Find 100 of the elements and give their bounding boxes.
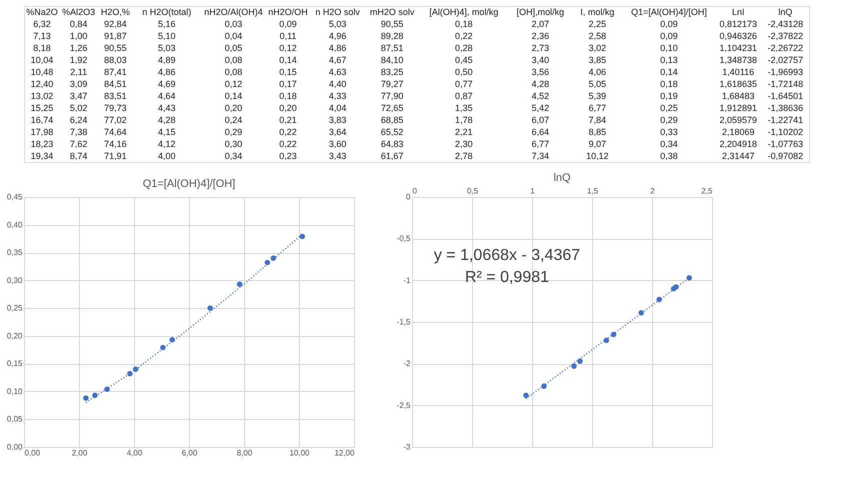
text: 4,28 [158,115,176,125]
text: 4,28 [532,79,550,89]
category-label: lnQ [778,7,792,17]
text: 79,27 [380,79,404,89]
text: 4,86 [158,67,176,77]
text: 74,16 [104,139,127,149]
text: 83,25 [380,67,404,77]
point [571,363,577,369]
text: 0,33 [660,127,678,137]
category-label: H2O,% [100,7,130,17]
text: -1,72148 [768,79,804,89]
y-tick-label: 0,40 [6,220,24,230]
text: 2,18069 [722,127,755,137]
text: 4,12 [158,139,176,149]
y-tick-label: -1,5 [396,318,412,326]
y-tick-label: 0,45 [6,192,24,202]
text: 4,04 [328,103,346,113]
text: 6,77 [532,139,550,149]
text: 2,25 [588,19,606,29]
text: 0,11 [280,31,296,41]
text: 4,67 [328,55,346,65]
text: 0,28 [455,43,473,53]
text: 7,84 [588,115,606,125]
text: 2,07 [532,19,550,29]
category-label: nH2O/OH [268,7,308,17]
text: 2,204918 [719,139,758,149]
text: 5,03 [158,43,176,53]
text: 0,21 [279,115,297,125]
text: 6,07 [532,115,550,125]
category-label: I, mol/kg [580,7,614,17]
text: 3,83 [328,115,346,125]
text: 6,24 [70,115,88,125]
text: 5,42 [532,103,550,113]
y-tick-label: 0,30 [6,276,24,285]
text: 5,03 [328,19,346,29]
text: 0,08 [224,55,242,65]
text: 10,12 [586,151,609,161]
text: 0,09 [660,31,678,41]
text: 4,00 [158,151,176,161]
text: 87,51 [380,43,404,53]
text: 5,02 [70,103,88,113]
text: 0,946326 [719,31,758,41]
text: -2,37822 [768,31,804,41]
point [604,338,610,344]
text: 2,21 [455,127,473,137]
text: 10,48 [30,67,54,77]
x-tick-label: 2 [650,186,656,196]
text: 2,78 [455,151,473,161]
text: 0,12 [279,43,297,53]
annotation: y = 1,0668x - 3,4367 [434,247,580,264]
x-tick-label: 10,00 [289,448,310,458]
text: 4,64 [158,91,176,101]
text: -1,38636 [768,103,804,113]
text: 9,07 [588,139,606,149]
text: 0,87 [455,91,473,101]
text: 0,23 [279,151,297,161]
text: 1,912891 [719,103,758,113]
text: 0,45 [455,55,473,65]
text: 77,02 [104,115,127,125]
text: -1,22741 [768,115,804,125]
text: 4,86 [328,43,346,53]
text: 88,03 [104,55,127,65]
text: 0,05 [224,43,242,53]
text: -1,64501 [768,91,804,101]
x-tick-label: 2,00 [72,448,88,458]
text: 0,22 [455,31,473,41]
category-label: %Al2O3 [62,7,96,17]
category-label: nH2O/Al(OH)4 [204,7,263,17]
text: -0,97082 [768,151,804,161]
text: 0,22 [279,139,297,149]
text: 0,10 [660,43,678,53]
text: 71,91 [104,151,127,161]
text: 0,03 [224,19,242,29]
text: 3,64 [328,127,346,137]
x-tick-label: 0,5 [466,186,479,196]
text: 6,32 [33,19,51,29]
text: 0,29 [224,127,242,137]
y-tick-label: -1 [403,276,412,285]
text: 1,92 [70,55,88,65]
text: 3,47 [70,91,88,101]
text: 0,14 [279,55,297,65]
text: 2,73 [532,43,550,53]
chart-title: Q1=[Al(OH)4]/[OH] [142,178,236,190]
text: 2,059579 [719,115,758,125]
x-tick-label: 1,5 [586,186,599,196]
text: 0,24 [224,115,242,125]
text: 0,17 [279,79,297,89]
text: 1,348738 [719,55,758,65]
text: 5,05 [588,79,606,89]
text: 0,14 [660,67,678,77]
text: 77,90 [380,91,404,101]
text: 87,41 [104,67,127,77]
text: 0,20 [279,103,297,113]
text: -2,26722 [768,43,804,53]
text: -2,43128 [768,19,804,29]
text: 8,85 [588,127,606,137]
category-label: [OH],mol/kg [516,7,564,17]
y-tick-label: 0,05 [6,414,24,424]
category-label: n H2O(total) [142,7,192,17]
y-tick-label: 0,20 [6,331,24,340]
